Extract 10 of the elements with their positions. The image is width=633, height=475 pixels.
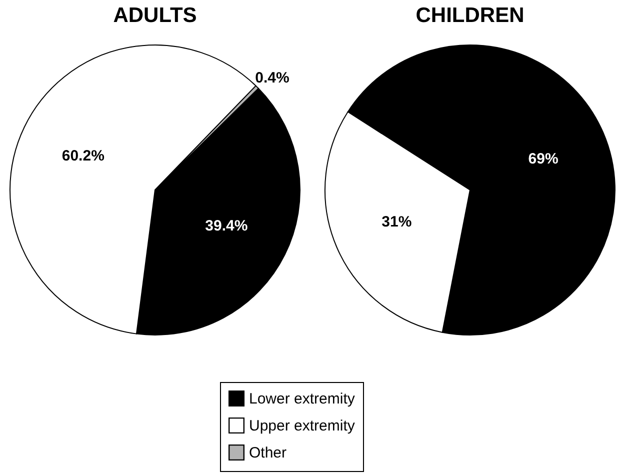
data-label: 39.4% [205,217,248,234]
legend-label: Other [249,444,287,462]
data-label: 69% [528,150,558,168]
chart-title: ADULTS [113,4,197,27]
legend-label: Lower extremity [249,390,356,408]
data-label: 0.4% [255,70,290,87]
legend-label: Upper extremity [249,418,356,434]
chart-title: CHILDREN [416,4,524,27]
data-label: 31% [382,213,412,230]
data-label: 60.2% [62,147,104,164]
